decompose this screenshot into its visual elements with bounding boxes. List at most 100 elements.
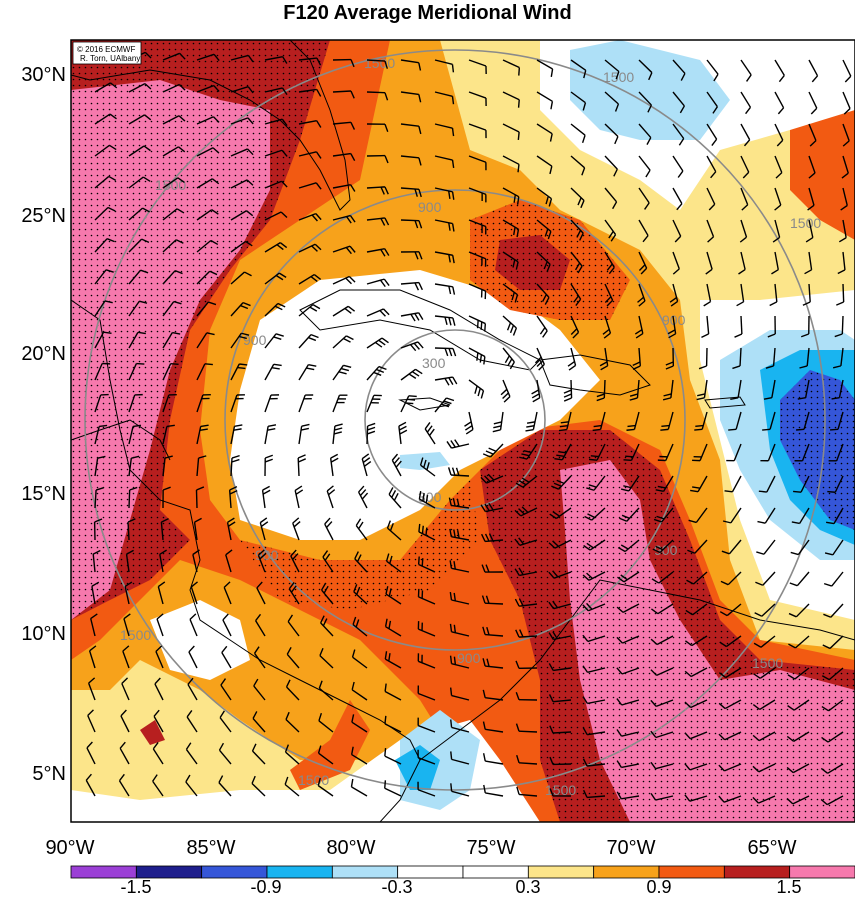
wind-barb-feather	[446, 441, 453, 449]
wind-barb-feather	[721, 550, 730, 555]
wind-barb-feather	[277, 302, 286, 308]
wind-barbs	[85, 50, 852, 806]
wind-barb-shaft	[332, 184, 351, 189]
wind-barb-shaft	[792, 763, 810, 774]
wind-barb-feather	[178, 115, 186, 122]
wind-barb-feather	[109, 113, 117, 120]
wind-barb-feather	[616, 729, 623, 737]
wind-barb-shaft	[196, 301, 209, 317]
wind-barb-feather	[480, 476, 487, 484]
wind-barb-feather	[124, 581, 133, 587]
wind-barb-feather	[811, 75, 819, 83]
wind-barb-shaft	[196, 178, 213, 189]
wind-barb-feather	[451, 191, 455, 200]
wind-barb-shaft	[400, 187, 420, 190]
wind-barb-feather	[311, 245, 318, 252]
wind-barb-feather	[89, 645, 97, 652]
wind-barb-shaft	[536, 379, 541, 398]
wind-barb-feather	[456, 530, 460, 539]
wind-barb-shaft	[230, 332, 242, 349]
wind-barb-feather	[799, 365, 808, 369]
wind-barb-shaft	[87, 682, 96, 701]
wind-barb-shaft	[285, 719, 300, 733]
wind-barb-feather	[409, 344, 417, 352]
wind-barb-feather	[514, 509, 522, 517]
wind-barb-shaft	[838, 379, 844, 398]
wind-barb-feather	[251, 743, 257, 752]
wind-barb-feather	[651, 578, 660, 584]
wind-barb-feather	[661, 424, 670, 428]
wind-barb-feather	[577, 197, 582, 206]
wind-barb-feather	[486, 658, 490, 667]
wind-barb-shaft	[604, 123, 619, 138]
wind-barb-shaft	[329, 458, 334, 477]
wind-barb-shaft	[351, 753, 368, 765]
wind-barb-shaft	[196, 458, 200, 477]
wind-barb-feather	[178, 84, 186, 91]
wind-barb-shaft	[286, 653, 300, 669]
wind-barb-feather	[110, 82, 118, 89]
wind-barb-feather	[821, 675, 830, 681]
wind-barb-shaft	[502, 123, 520, 133]
wind-barb-feather	[345, 247, 352, 255]
wind-barb-shaft	[351, 689, 368, 701]
wind-barb-feather	[247, 55, 254, 63]
wind-barb-shaft	[726, 603, 742, 617]
wind-barb-shaft	[230, 210, 247, 221]
wind-barb-feather	[485, 564, 490, 573]
wind-barb-feather	[548, 694, 554, 702]
wind-barb-shaft	[196, 363, 206, 381]
wind-barb-feather	[317, 777, 321, 786]
wind-barb-feather	[509, 325, 515, 334]
wind-barb-feather	[531, 393, 540, 399]
wind-barb-feather	[526, 421, 536, 424]
wind-barb-shaft	[740, 315, 743, 335]
wind-barb-feather	[384, 217, 390, 226]
wind-barb-feather	[582, 604, 589, 612]
wind-barb-feather	[452, 286, 456, 295]
wind-barb-feather	[650, 699, 657, 707]
wind-barb-shaft	[623, 571, 640, 583]
wind-barb-shaft	[284, 783, 300, 797]
wind-barb-feather	[563, 389, 572, 394]
wind-barb-feather	[793, 490, 802, 493]
wind-barb-feather	[650, 792, 657, 801]
wind-barb-feather	[241, 332, 250, 336]
wind-barb-feather	[449, 655, 453, 664]
wind-barb-feather	[534, 356, 542, 364]
wind-barb-shaft	[94, 331, 105, 349]
wind-barb-shaft	[795, 603, 810, 618]
wind-barb-shaft	[774, 251, 779, 270]
wind-barb-feather	[742, 171, 750, 179]
wind-barb-feather	[514, 598, 520, 607]
wind-barb-shaft	[94, 238, 108, 253]
wind-barb-shaft	[256, 587, 266, 605]
wind-barb-shaft	[94, 269, 107, 285]
wind-barb-shaft	[387, 527, 402, 541]
wind-barb-feather	[790, 551, 799, 556]
wind-barb-feather	[395, 460, 402, 468]
wind-barb-shaft	[596, 443, 606, 461]
wind-barb-feather	[500, 388, 508, 396]
wind-barb-shaft	[230, 363, 240, 381]
wind-barb-shaft	[94, 175, 110, 189]
wind-barb-feather	[129, 486, 138, 491]
wind-barb-shaft	[536, 347, 545, 365]
wind-barb-feather	[318, 680, 323, 689]
wind-barb-feather	[485, 450, 494, 455]
wind-barb-shaft	[366, 425, 369, 445]
wind-barb-feather	[206, 332, 215, 336]
wind-barb-shaft	[388, 494, 402, 509]
colorbar-label: 0.9	[646, 877, 671, 897]
wind-barb-feather	[316, 120, 322, 128]
wind-barb-feather	[285, 711, 290, 720]
wind-barb-feather	[284, 776, 289, 785]
wind-barb-shaft	[91, 586, 96, 605]
wind-barb-feather	[701, 333, 709, 339]
wind-barb-feather	[157, 581, 166, 588]
shade-dark-red-sw	[140, 720, 165, 745]
wind-barb-shaft	[162, 239, 177, 253]
wind-barb-shaft	[434, 219, 453, 225]
wind-barb-feather	[312, 304, 321, 310]
wind-barb-feather	[189, 613, 197, 620]
